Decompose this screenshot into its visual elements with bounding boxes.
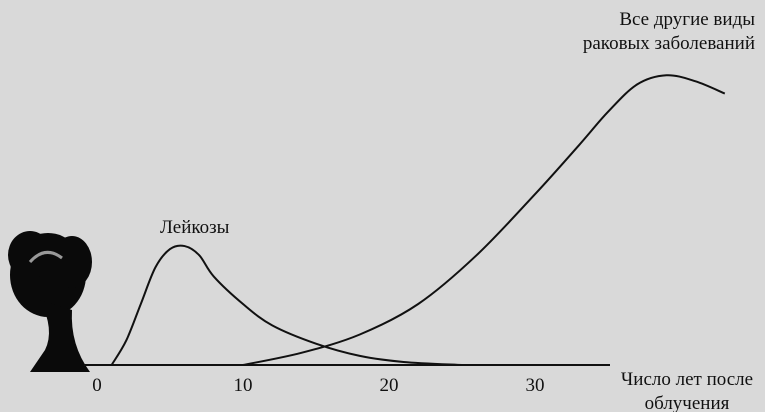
x-tick-label: 30 [526, 375, 545, 396]
silhouette [8, 231, 92, 372]
x-tick-label: 10 [234, 375, 253, 396]
x-tick-label: 0 [92, 375, 102, 396]
x-tick-label: 20 [380, 375, 399, 396]
series-label: Лейкозы [160, 216, 230, 240]
x-axis-label: Число лет после облучения [612, 368, 762, 412]
series-label: Все другие виды раковых заболеваний [555, 8, 755, 56]
line [242, 74, 726, 366]
line [110, 244, 463, 366]
